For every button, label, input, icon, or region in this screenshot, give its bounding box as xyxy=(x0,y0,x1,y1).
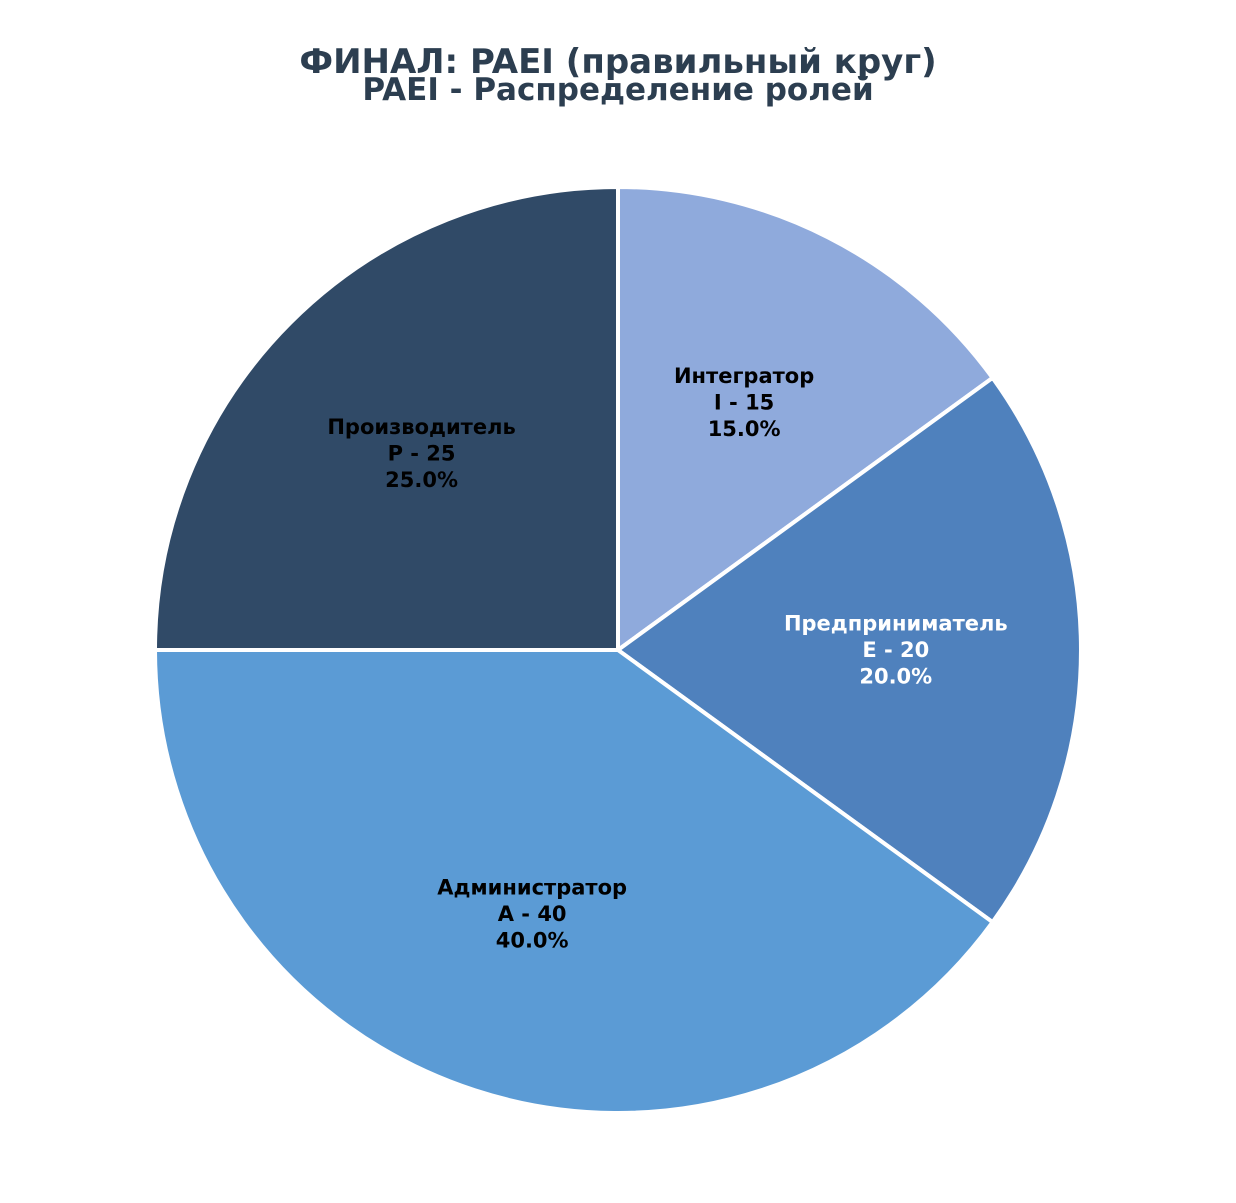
slice-label-name: Производитель xyxy=(327,415,515,439)
pie-slices xyxy=(153,185,1083,1115)
slice-label: Предприниматель E - 20 20.0% xyxy=(784,612,1008,689)
slice-label-name: Администратор xyxy=(437,876,627,900)
slice-label: Администратор A - 40 40.0% xyxy=(437,876,627,953)
slice-label-name: Интегратор xyxy=(674,364,814,388)
pie-slice xyxy=(153,648,995,1115)
slice-label-percent: 20.0% xyxy=(859,665,932,689)
slice-label-code: P - 25 xyxy=(388,442,456,466)
chart-title: PAEI - Распределение ролей xyxy=(362,72,874,108)
slice-label-percent: 40.0% xyxy=(496,929,569,953)
slice-label-name: Предприниматель xyxy=(784,612,1008,636)
slice-label: Производитель P - 25 25.0% xyxy=(327,415,515,492)
figure-title: ФИНАЛ: PAEI (правильный круг) xyxy=(299,42,937,82)
slice-label-percent: 15.0% xyxy=(708,417,781,441)
slice-label-code: I - 15 xyxy=(714,390,774,414)
slice-label: Интегратор I - 15 15.0% xyxy=(674,364,814,441)
pie-slice xyxy=(616,375,1083,925)
pie-labels: Интегратор I - 15 15.0% Предприниматель E - … xyxy=(327,364,1007,953)
slice-label-code: A - 40 xyxy=(498,902,567,926)
pie-slice xyxy=(153,185,620,652)
slice-label-percent: 25.0% xyxy=(385,468,458,492)
pie-slice xyxy=(616,185,995,652)
slice-label-code: E - 20 xyxy=(862,638,929,662)
